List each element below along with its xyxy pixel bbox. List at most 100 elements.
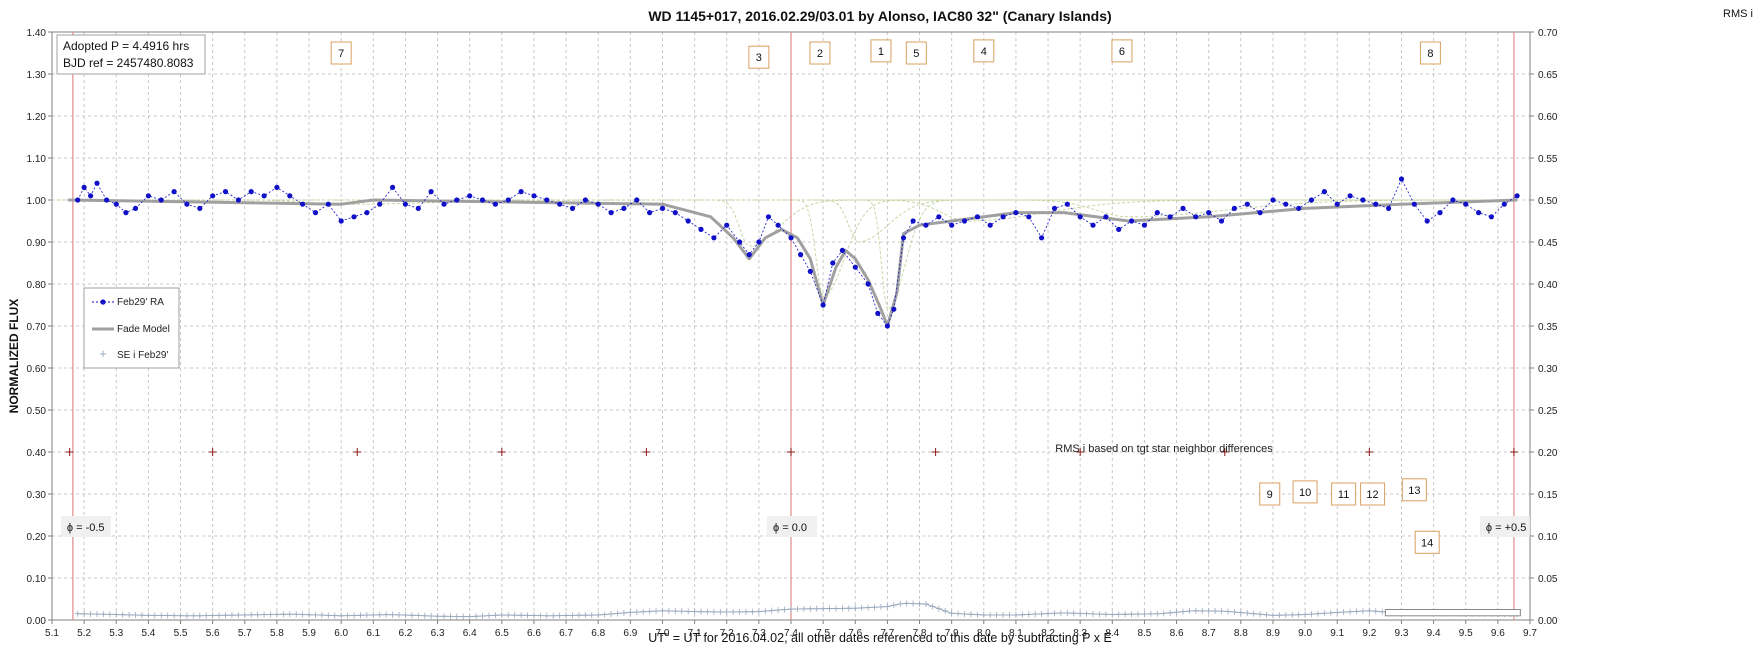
ra-point — [81, 184, 87, 190]
y2-tick-label: 0.50 — [1538, 196, 1558, 207]
ra-point — [1051, 205, 1058, 211]
label-number: 1 — [878, 46, 884, 58]
ra-point — [1373, 201, 1379, 207]
y-tick-label: 0.10 — [27, 574, 47, 585]
legend-ra-label: Feb29' RA — [117, 297, 164, 308]
ra-point — [505, 197, 511, 203]
x-tick-label: 5.1 — [45, 628, 59, 639]
label-number: 7 — [338, 48, 344, 60]
ra-point — [1116, 226, 1122, 232]
ra-point — [875, 310, 881, 316]
ra-point — [1039, 235, 1045, 241]
label-number: 11 — [1338, 489, 1349, 501]
x-tick-label: 9.1 — [1330, 628, 1344, 639]
ra-point — [210, 193, 216, 199]
x-tick-label: 6.0 — [334, 628, 348, 639]
ra-point — [94, 180, 100, 186]
y-tick-label: 0.30 — [27, 490, 47, 501]
ra-point — [454, 197, 460, 203]
ra-point — [1257, 210, 1263, 216]
y-tick-label: 0.40 — [27, 448, 47, 459]
axes: 5.1 5.2 5.3 5.4 5.5 5.6 5.7 5.8 5.9 6.0 6.1 6.2 6.3 6… — [27, 28, 1558, 639]
ra-point — [235, 197, 241, 203]
y2-tick-label: 0.70 — [1538, 28, 1558, 39]
ra-point — [746, 252, 752, 258]
label-box — [748, 45, 770, 69]
ra-point — [402, 201, 408, 207]
y2-tick-label: 0.10 — [1538, 532, 1558, 543]
phase-label-bg — [1479, 516, 1530, 537]
ra-point — [949, 222, 955, 228]
y2-tick-label: 0.15 — [1538, 490, 1558, 501]
x-tick-label: 6.5 — [495, 628, 509, 639]
info-period: Adopted P = 4.4916 hrs — [63, 39, 189, 53]
ra-point — [647, 210, 653, 216]
se-series — [74, 600, 1521, 620]
ra-point — [1244, 201, 1250, 207]
y2-tick-label: 0.55 — [1538, 154, 1558, 165]
legend-se-marker: + — [99, 346, 107, 361]
ra-point — [1476, 210, 1482, 216]
ra-point — [1141, 222, 1147, 228]
phase-lines: ϕ = -0.5 ϕ = 0.0 ϕ = +0.5 — [60, 32, 1530, 620]
ra-point — [1270, 197, 1276, 203]
phase-label: ϕ = +0.5 — [1486, 522, 1526, 534]
label-box — [1401, 478, 1427, 502]
x-tick-label: 7.3 — [752, 628, 766, 639]
x-tick-label: 5.5 — [174, 628, 188, 639]
ra-point — [467, 193, 473, 199]
ra-point — [820, 302, 826, 308]
ra-point — [900, 235, 907, 241]
ra-point — [364, 210, 370, 216]
ra-point — [158, 197, 164, 203]
x-tick-label: 7.9 — [945, 628, 959, 639]
cross-marker — [1365, 448, 1374, 456]
x-tick-label: 9.4 — [1427, 628, 1441, 639]
ra-point — [961, 218, 968, 224]
ra-point — [1064, 201, 1070, 207]
x-tick-label: 5.3 — [109, 628, 123, 639]
ra-point — [132, 205, 139, 211]
legend-model-label: Fade Model — [117, 324, 170, 335]
ra-point — [910, 218, 916, 224]
feb29-ra-series — [75, 176, 1520, 329]
x-tick-label: 6.8 — [591, 628, 605, 639]
cross-marker — [1076, 448, 1085, 456]
ra-point — [923, 222, 929, 228]
ra-point — [1424, 218, 1430, 224]
ra-point — [1103, 214, 1109, 220]
cross-markers — [65, 448, 1518, 456]
x-tick-label: 8.7 — [1202, 628, 1216, 639]
y2-tick-label: 0.00 — [1538, 616, 1558, 627]
ra-point — [1386, 205, 1392, 211]
x-tick-label: 8.1 — [1009, 628, 1023, 639]
ra-point — [479, 197, 486, 203]
ra-point — [248, 189, 254, 195]
ra-point — [531, 193, 537, 199]
ra-point — [1193, 214, 1199, 220]
x-tick-label: 6.2 — [398, 628, 412, 639]
ra-point — [830, 260, 836, 266]
ra-point — [839, 247, 846, 253]
y2-tick-label: 0.30 — [1538, 364, 1558, 375]
label-box — [870, 39, 892, 63]
x-tick-label: 5.6 — [206, 628, 220, 639]
ra-point — [338, 218, 344, 224]
ra-point — [987, 222, 993, 228]
ra-point — [798, 252, 804, 258]
x-tick-label: 8.4 — [1105, 628, 1119, 639]
y-tick-label: 0.70 — [27, 322, 47, 333]
ra-point — [1026, 214, 1032, 220]
ra-point — [1077, 214, 1083, 220]
label-number: 4 — [981, 46, 987, 58]
label-box — [1414, 530, 1440, 554]
label-box — [1360, 482, 1386, 506]
ra-point — [672, 210, 678, 216]
ra-point — [765, 214, 772, 220]
x-tick-label: 7.7 — [880, 628, 894, 639]
ra-point — [261, 193, 267, 199]
legend-ra-marker — [100, 299, 106, 305]
ra-point — [582, 197, 589, 203]
ra-point — [1206, 210, 1212, 216]
